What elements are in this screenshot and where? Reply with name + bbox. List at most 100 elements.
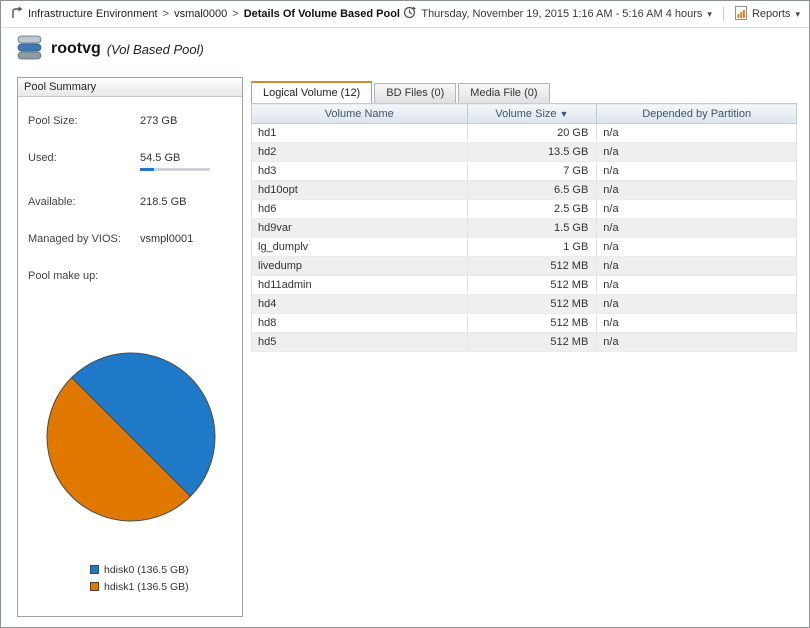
cell-depended: n/a [596, 218, 797, 238]
cell-volume-name: hd4 [251, 294, 468, 314]
table-row: lg_dumplv 1 GB n/a [251, 237, 797, 257]
content: Pool Summary Pool Size: 273 GB Used: 54.… [1, 70, 809, 627]
field-value: 273 GB [140, 115, 178, 127]
breadcrumb-separator: > [232, 8, 239, 20]
cell-volume-name: hd1 [251, 123, 468, 143]
cell-volume-name: hd2 [251, 142, 468, 162]
tab-bar: Logical Volume (12) BD Files (0) Media F… [251, 81, 550, 103]
field-value: 54.5 GB [140, 152, 210, 171]
table-row: hd9var 1.5 GB n/a [251, 218, 797, 238]
reports-button[interactable]: Reports [751, 8, 791, 20]
legend-item-hdisk1: hdisk1 (136.5 GB) [90, 578, 189, 595]
breadcrumb-item-infrastructure-environment[interactable]: Infrastructure Environment [28, 8, 158, 20]
page-subtitle: (Vol Based Pool) [106, 41, 204, 57]
cell-volume-name: hd5 [251, 332, 468, 352]
field-used: Used: 54.5 GB [28, 152, 232, 171]
logical-volume-table: Volume Name Volume Size ▼ Depended by Par… [251, 103, 797, 352]
pool-summary-panel: Pool Summary Pool Size: 273 GB Used: 54.… [17, 77, 243, 617]
field-label: Pool Size: [28, 115, 78, 127]
topbar: Infrastructure Environment > vsmal0000 >… [1, 1, 809, 28]
cell-depended: n/a [596, 294, 797, 314]
time-range-icon [403, 6, 417, 22]
tab-media-file[interactable]: Media File (0) [458, 83, 550, 103]
cell-volume-size: 512 MB [466, 332, 598, 352]
tab-logical-volume[interactable]: Logical Volume (12) [251, 81, 373, 103]
table-row: livedump 512 MB n/a [251, 256, 797, 276]
cell-depended: n/a [596, 180, 797, 200]
column-header-depended-by-partition[interactable]: Depended by Partition [596, 103, 797, 124]
cell-depended: n/a [596, 313, 797, 333]
breadcrumb: Infrastructure Environment > vsmal0000 >… [10, 6, 400, 22]
pie-slice-hdisk1 [46, 377, 191, 522]
breadcrumb-separator: > [162, 8, 170, 20]
legend-swatch-hdisk0 [90, 565, 99, 574]
reports-dropdown-icon[interactable]: ▾ [795, 8, 800, 19]
table-row: hd6 2.5 GB n/a [251, 199, 797, 219]
titlebar: rootvg (Vol Based Pool) [1, 28, 809, 70]
legend-label: hdisk0 (136.5 GB) [104, 563, 189, 576]
table-row: hd11admin 512 MB n/a [251, 275, 797, 295]
cell-volume-name: hd10opt [251, 180, 468, 200]
cell-depended: n/a [596, 123, 797, 143]
field-available: Available: 218.5 GB [28, 196, 232, 208]
field-value: 218.5 GB [140, 196, 187, 208]
pie-legend: hdisk0 (136.5 GB) hdisk1 (136.5 GB) [90, 561, 189, 595]
cell-volume-size: 1.5 GB [466, 218, 598, 238]
field-value: vsmpl0001 [140, 233, 194, 245]
cell-depended: n/a [596, 275, 797, 295]
cell-volume-size: 1 GB [466, 237, 598, 257]
cell-depended: n/a [596, 199, 797, 219]
infrastructure-icon [10, 6, 23, 22]
cell-volume-size: 13.5 GB [466, 142, 598, 162]
cell-volume-size: 6.5 GB [466, 180, 598, 200]
cell-volume-size: 20 GB [466, 123, 598, 143]
table-row: hd5 512 MB n/a [251, 332, 797, 352]
time-range-dropdown-icon[interactable]: ▾ [707, 8, 712, 19]
page-title: rootvg [51, 40, 101, 57]
sort-desc-icon: ▼ [559, 108, 569, 119]
table-header-row: Volume Name Volume Size ▼ Depended by Par… [251, 103, 797, 124]
cell-volume-size: 512 MB [466, 256, 598, 276]
column-header-volume-size[interactable]: Volume Size ▼ [466, 103, 598, 124]
table-row: hd8 512 MB n/a [251, 313, 797, 333]
used-value: 54.5 GB [140, 152, 181, 164]
field-label: Pool make up: [28, 270, 99, 282]
table-row: hd1 20 GB n/a [251, 123, 797, 143]
reports-icon [734, 5, 747, 23]
storage-pool-icon [14, 34, 44, 64]
pool-makeup-pie-chart [44, 350, 218, 524]
cell-volume-name: hd11admin [251, 275, 468, 295]
field-pool-size: Pool Size: 273 GB [28, 115, 232, 127]
cell-volume-size: 512 MB [466, 294, 598, 314]
topbar-right: Thursday, November 19, 2015 1:16 AM - 5:… [403, 5, 800, 23]
cell-volume-size: 512 MB [466, 313, 598, 333]
column-header-volume-name[interactable]: Volume Name [251, 103, 468, 124]
pool-summary-body: Pool Size: 273 GB Used: 54.5 GB Availabl… [18, 97, 242, 282]
cell-volume-name: lg_dumplv [251, 237, 468, 257]
legend-label: hdisk1 (136.5 GB) [104, 580, 189, 593]
pie-slice-hdisk0 [71, 352, 216, 497]
breadcrumb-item-current: Details Of Volume Based Pool [243, 8, 400, 20]
field-label: Available: [28, 196, 76, 208]
cell-depended: n/a [596, 332, 797, 352]
pool-summary-title: Pool Summary [18, 78, 242, 97]
breadcrumb-item-vsmal0000[interactable]: vsmal0000 [174, 8, 228, 20]
tab-bd-files[interactable]: BD Files (0) [374, 83, 457, 103]
used-bar-fill [140, 168, 154, 171]
cell-volume-size: 2.5 GB [466, 199, 598, 219]
table-row: hd10opt 6.5 GB n/a [251, 180, 797, 200]
cell-volume-name: hd3 [251, 161, 468, 181]
legend-item-hdisk0: hdisk0 (136.5 GB) [90, 561, 189, 578]
legend-swatch-hdisk1 [90, 582, 99, 591]
cell-volume-name: hd9var [251, 218, 468, 238]
cell-depended: n/a [596, 142, 797, 162]
table-row: hd3 7 GB n/a [251, 161, 797, 181]
cell-volume-size: 512 MB [466, 275, 598, 295]
cell-volume-name: livedump [251, 256, 468, 276]
field-label: Managed by VIOS: [28, 233, 121, 245]
cell-volume-name: hd8 [251, 313, 468, 333]
time-range-label[interactable]: Thursday, November 19, 2015 1:16 AM - 5:… [421, 8, 703, 20]
used-bar [140, 168, 210, 171]
cell-depended: n/a [596, 161, 797, 181]
